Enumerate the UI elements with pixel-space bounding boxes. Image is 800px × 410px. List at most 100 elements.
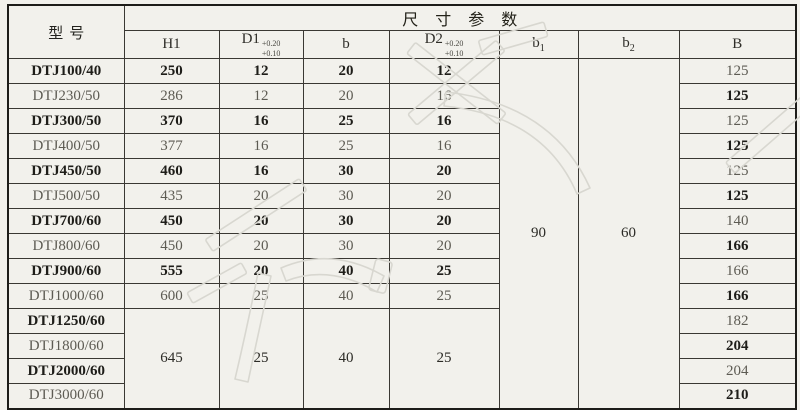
model-cell: DTJ2000/60 [7, 358, 125, 385]
B-cell: 182 [678, 308, 797, 335]
d1-cell: 16 [218, 158, 304, 185]
d1-cell: 20 [218, 208, 304, 235]
d2-label: D2 [424, 31, 443, 47]
model-cell: DTJ800/60 [7, 233, 125, 260]
B-label: B [732, 36, 743, 53]
b-cell: 30 [302, 208, 390, 235]
b-cell: 25 [302, 108, 390, 135]
h1-cell: 460 [123, 158, 220, 185]
col-header-b: b [302, 29, 390, 60]
d2-tolerance: +0.20 +0.10 [445, 39, 464, 58]
h1-merged-cell: 645 [123, 308, 220, 410]
table-row: DTJ3000/60 210 [7, 383, 797, 410]
B-cell: 125 [678, 83, 797, 110]
model-cell: DTJ900/60 [7, 258, 125, 285]
b-cell: 30 [302, 233, 390, 260]
d2-cell: 12 [388, 58, 500, 85]
model-cell: DTJ300/50 [7, 108, 125, 135]
d2-cell: 20 [388, 183, 500, 210]
d2-cell: 25 [388, 258, 500, 285]
h1-cell: 555 [123, 258, 220, 285]
B-cell: 125 [678, 158, 797, 185]
h1-cell: 370 [123, 108, 220, 135]
B-cell: 125 [678, 183, 797, 210]
table-row: DTJ2000/60 204 [7, 358, 797, 385]
table-row: DTJ500/50 435 20 30 20 125 [7, 183, 797, 210]
model-column-header: 型号 [7, 4, 125, 60]
dimension-params-header: 尺寸参数 [123, 4, 797, 31]
d2-merged-cell: 25 [388, 308, 500, 410]
d2-cell: 16 [388, 108, 500, 135]
B-cell: 140 [678, 208, 797, 235]
d1-cell: 20 [218, 233, 304, 260]
col-header-B: B [678, 29, 797, 60]
model-cell: DTJ230/50 [7, 83, 125, 110]
b1-sub: 1 [539, 43, 545, 55]
col-header-h1: H1 [123, 29, 220, 60]
h1-cell: 450 [123, 208, 220, 235]
d2-cell: 16 [388, 83, 500, 110]
h1-cell: 286 [123, 83, 220, 110]
col-header-d1: D1 +0.20 +0.10 [218, 29, 304, 60]
b-cell: 20 [302, 58, 390, 85]
d1-cell: 16 [218, 133, 304, 160]
h1-cell: 450 [123, 233, 220, 260]
h1-label: H1 [162, 36, 181, 53]
d1-cell: 25 [218, 283, 304, 310]
d1-merged-cell: 25 [218, 308, 304, 410]
d1-cell: 16 [218, 108, 304, 135]
model-cell: DTJ3000/60 [7, 383, 125, 410]
d2-cell: 16 [388, 133, 500, 160]
B-cell: 125 [678, 133, 797, 160]
B-cell: 125 [678, 58, 797, 85]
d2-cell: 20 [388, 158, 500, 185]
d2-cell: 25 [388, 283, 500, 310]
b-cell: 30 [302, 158, 390, 185]
h1-cell: 377 [123, 133, 220, 160]
d1-tol-upper: +0.20 [261, 39, 281, 48]
b-cell: 25 [302, 133, 390, 160]
h1-cell: 600 [123, 283, 220, 310]
d2-cell: 20 [388, 233, 500, 260]
dimension-table: 型号 尺寸参数 H1 D1 +0.20 +0.10 b D2 +0.20 +0.10 b… [7, 4, 798, 410]
B-cell: 204 [678, 333, 797, 360]
table-row: DTJ100/40 250 12 20 12 90 60 125 [7, 58, 797, 410]
d1-tol-lower: +0.10 [261, 48, 281, 58]
b-label: b [342, 36, 350, 53]
col-header-b1: b1 [498, 29, 579, 60]
d1-tolerance: +0.20 +0.10 [262, 39, 281, 58]
model-cell: DTJ500/50 [7, 183, 125, 210]
model-cell: DTJ450/50 [7, 158, 125, 185]
d2-tol-lower: +0.10 [444, 48, 464, 58]
b1-merged-cell: 90 [498, 58, 579, 410]
d1-cell: 12 [218, 83, 304, 110]
header-row-columns: H1 D1 +0.20 +0.10 b D2 +0.20 +0.10 b1 b2 B [8, 29, 797, 60]
b2-label: b [622, 35, 630, 52]
B-cell: 204 [678, 358, 797, 385]
model-cell: DTJ1250/60 [7, 308, 125, 335]
B-cell: 166 [678, 233, 797, 260]
b-cell: 30 [302, 183, 390, 210]
d1-label: D1 [241, 31, 260, 47]
b-cell: 20 [302, 83, 390, 110]
d2-cell: 20 [388, 208, 500, 235]
b-cell: 40 [302, 283, 390, 310]
col-header-b2: b2 [577, 29, 680, 60]
b1-label: b [532, 35, 540, 52]
d1-cell: 20 [218, 258, 304, 285]
model-cell: DTJ400/50 [7, 133, 125, 160]
b2-sub: 2 [629, 43, 635, 55]
model-cell: DTJ100/40 [7, 58, 125, 85]
B-cell: 166 [678, 258, 797, 285]
B-cell: 210 [678, 383, 797, 410]
d1-cell: 12 [218, 58, 304, 85]
model-cell: DTJ1000/60 [7, 283, 125, 310]
h1-cell: 250 [123, 58, 220, 85]
d1-cell: 20 [218, 183, 304, 210]
B-cell: 166 [678, 283, 797, 310]
col-header-d2: D2 +0.20 +0.10 [388, 29, 500, 60]
B-cell: 125 [678, 108, 797, 135]
h1-cell: 435 [123, 183, 220, 210]
b-merged-cell: 40 [302, 308, 390, 410]
